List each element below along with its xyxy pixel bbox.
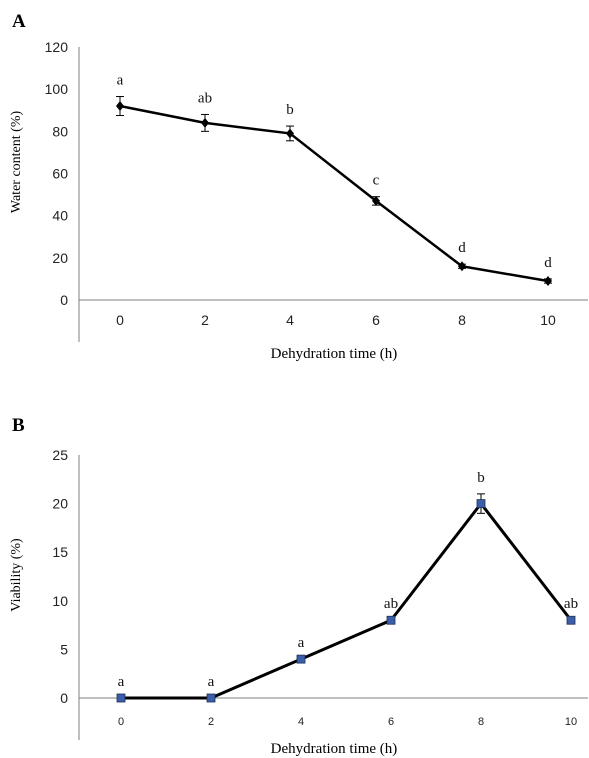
data-point — [116, 101, 124, 112]
panel-label-b: B — [12, 415, 25, 436]
data-point — [286, 128, 294, 139]
x-axis-b: 0 2 4 6 8 10 — [79, 697, 588, 728]
x-axis-label-a: Dehydration time (h) — [271, 346, 398, 362]
data-point — [386, 615, 396, 625]
plot-a: a ab b c d d — [116, 73, 552, 287]
y-tick-label-a: 100 — [45, 81, 69, 97]
y-tick-label-b: 25 — [52, 447, 68, 463]
x-tick-label-a: 10 — [540, 312, 556, 328]
data-point — [206, 693, 216, 703]
x-tick-label-b: 2 — [208, 716, 214, 728]
x-axis-label-b: Dehydration time (h) — [271, 741, 398, 757]
x-tick-label-a: 2 — [201, 312, 209, 328]
y-tick-label-a: 60 — [52, 166, 68, 182]
significance-letter: d — [544, 255, 552, 271]
significance-letter: c — [373, 173, 380, 189]
y-tick-label-b: 15 — [52, 544, 68, 560]
significance-letter: ab — [564, 596, 578, 612]
significance-letter: a — [208, 674, 215, 690]
y-tick-label-b: 0 — [60, 690, 68, 706]
y-tick-label-a: 20 — [52, 250, 68, 266]
y-tick-label-b: 5 — [60, 641, 68, 657]
significance-letter: ab — [198, 90, 212, 106]
data-point — [201, 117, 209, 128]
panel-label-a: A — [12, 11, 26, 32]
y-axis-a: 0 20 40 60 80 100 120 — [45, 39, 80, 342]
panel-a: A Water content (%) Dehydration time (h)… — [9, 11, 588, 362]
significance-letter: a — [117, 73, 124, 89]
x-tick-label-b: 8 — [478, 716, 484, 728]
x-tick-label-b: 10 — [565, 716, 577, 728]
y-axis-label-b: Viability (%) — [9, 538, 24, 612]
series-line-a — [119, 104, 549, 283]
data-point — [566, 615, 576, 625]
series-line-b — [121, 502, 573, 700]
y-tick-label-a: 0 — [60, 292, 68, 308]
x-axis-a: 0 2 4 6 8 10 — [79, 299, 588, 328]
data-point — [372, 195, 380, 206]
significance-letter: a — [298, 635, 305, 651]
data-point — [544, 276, 552, 287]
data-point — [476, 499, 486, 509]
significance-letter: d — [458, 240, 466, 256]
significance-letter: b — [286, 102, 294, 118]
y-tick-label-a: 120 — [45, 39, 69, 55]
data-point — [296, 654, 306, 664]
y-axis-b: 0 5 10 15 20 25 — [52, 447, 80, 740]
y-tick-label-a: 80 — [52, 123, 68, 139]
x-tick-label-a: 0 — [116, 312, 124, 328]
x-tick-label-a: 8 — [458, 312, 466, 328]
y-axis-label-a: Water content (%) — [9, 111, 24, 214]
data-point — [458, 261, 466, 272]
panel-b: B Viability (%) Dehydration time (h) 0 5 1… — [9, 415, 588, 757]
x-tick-label-b: 0 — [118, 716, 124, 728]
data-point — [116, 693, 126, 703]
plot-b: a a a ab b ab — [116, 470, 578, 703]
y-tick-label-b: 10 — [52, 593, 68, 609]
significance-letter: ab — [384, 596, 398, 612]
x-tick-label-b: 6 — [388, 716, 394, 728]
x-tick-label-a: 4 — [286, 312, 294, 328]
x-tick-label-b: 4 — [298, 716, 304, 728]
significance-letter: a — [118, 674, 125, 690]
x-tick-label-a: 6 — [372, 312, 380, 328]
significance-letter: b — [477, 470, 485, 486]
y-tick-label-a: 40 — [52, 208, 68, 224]
y-tick-label-b: 20 — [52, 496, 68, 512]
